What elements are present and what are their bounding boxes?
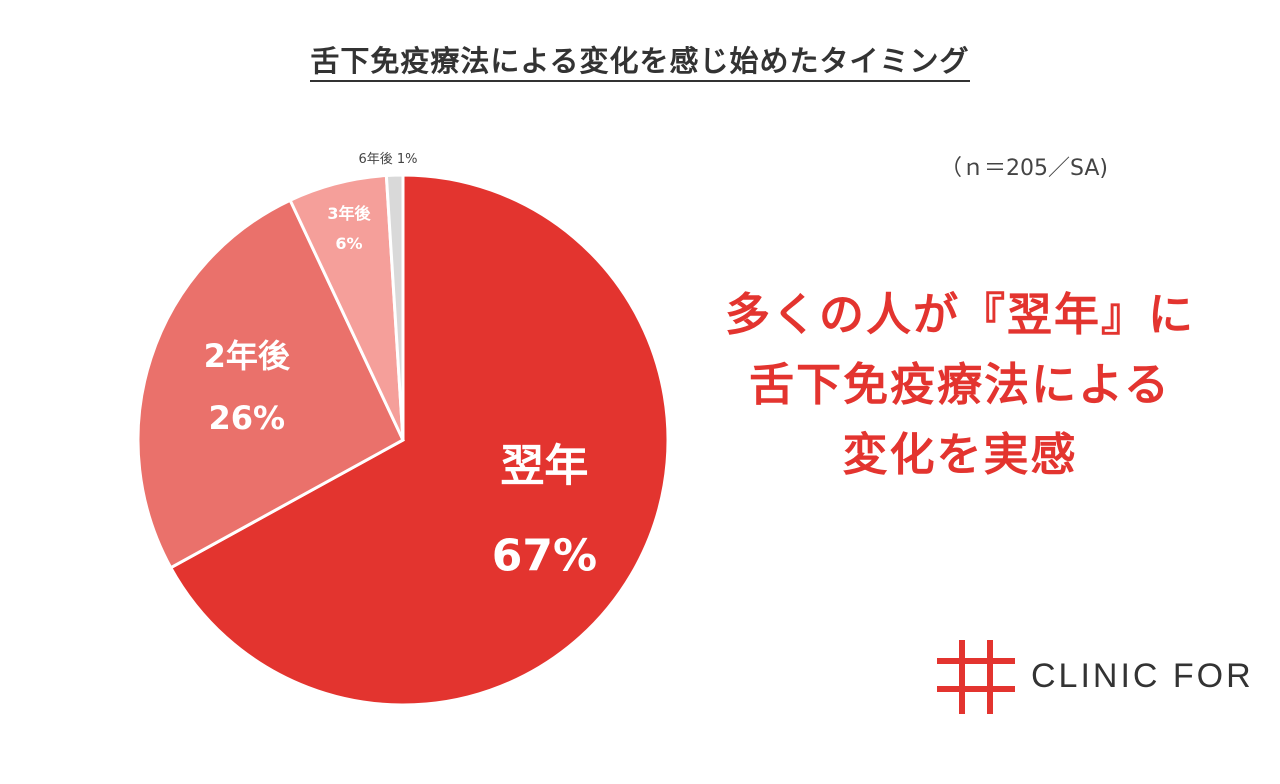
clinic-for-logo-icon	[937, 640, 1015, 714]
pie-slices	[136, 173, 670, 707]
headline-line-2: 舌下免疫療法による	[749, 358, 1171, 411]
headline-line-3: 変化を実感	[842, 428, 1078, 481]
pie-labels: 翌年 67% 2年後 26% 3年後 6% 6年後 1%	[204, 152, 597, 582]
sample-size-note: （ｎ＝205／SA)	[940, 156, 1108, 181]
pie-value-label-3: 6%	[335, 234, 362, 253]
pie-slice-1	[168, 173, 670, 707]
pie-label-2: 2年後	[204, 337, 291, 375]
chart-title: 舌下免疫療法による変化を感じ始めたタイミング	[0, 38, 1280, 82]
pie-value-label-1: 67%	[492, 531, 597, 582]
brand-name: CLINIC FOR	[1031, 657, 1254, 695]
chart-title-text: 舌下免疫療法による変化を感じ始めたタイミング	[310, 44, 970, 82]
pie-slice-4	[384, 173, 405, 441]
pie-label-4: 6年後 1%	[358, 152, 417, 167]
pie-value-label-2: 26%	[208, 399, 285, 437]
headline: 多くの人が『翌年』に 舌下免疫療法による 変化を実感	[680, 280, 1240, 490]
pie-slice-2	[136, 198, 405, 570]
headline-line-1: 多くの人が『翌年』に	[724, 288, 1195, 341]
pie-label-1: 翌年	[500, 441, 588, 492]
pie-label-3: 3年後	[327, 204, 371, 223]
